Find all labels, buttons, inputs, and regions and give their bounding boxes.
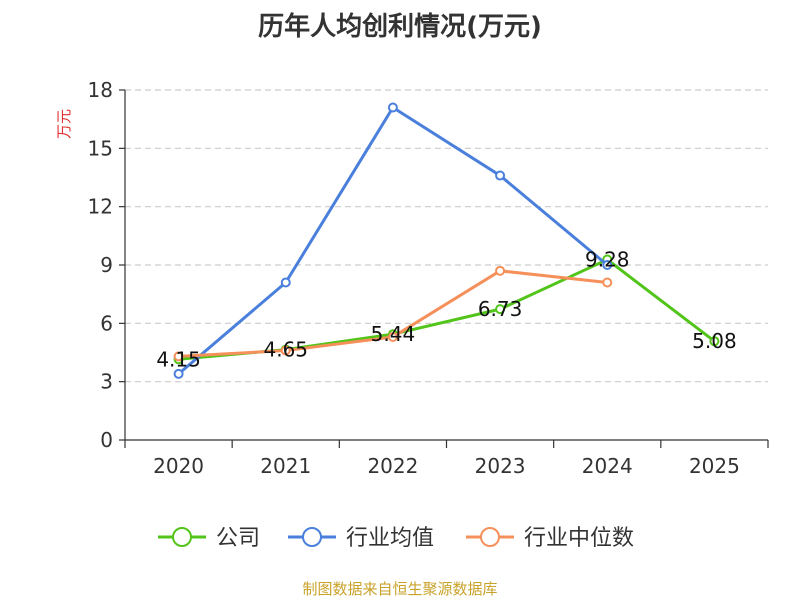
x-tick-label: 2020 — [153, 454, 204, 478]
y-tick-label: 12 — [88, 195, 113, 219]
legend-item[interactable]: 行业中位数 — [466, 526, 634, 551]
grid-lines — [125, 89, 768, 383]
series-line — [178, 258, 716, 361]
data-labels: 4.15 4.65 5.44 6.73 9.28 5.08 — [156, 248, 736, 372]
data-point[interactable] — [387, 331, 398, 342]
data-label: 6.73 — [478, 297, 523, 321]
x-tick-label: 2023 — [475, 454, 526, 478]
legend-item[interactable]: 公司 — [158, 526, 260, 551]
data-point[interactable] — [495, 265, 506, 276]
legend-label: 行业均值 — [346, 526, 434, 551]
legend[interactable]: 公司 行业均值 行业中位数 — [158, 526, 634, 551]
data-label: 4.65 — [263, 338, 308, 362]
axes: 0 3 6 9 12 15 18 2020 2021 2022 2023 2024 2025 — [88, 78, 769, 478]
data-point[interactable] — [495, 304, 506, 315]
data-point[interactable] — [280, 277, 291, 288]
data-point[interactable] — [602, 277, 613, 288]
x-tick-label: 2025 — [689, 454, 740, 478]
legend-marker — [302, 527, 322, 547]
series-lines — [173, 102, 720, 379]
y-tick-label: 3 — [100, 370, 113, 394]
y-tick-label: 0 — [100, 428, 113, 452]
data-label: 4.15 — [156, 347, 201, 371]
legend-marker — [172, 527, 192, 547]
x-tick-label: 2021 — [260, 454, 311, 478]
legend-label: 公司 — [216, 526, 260, 551]
y-tick-label: 15 — [88, 136, 113, 160]
data-point[interactable] — [602, 260, 613, 270]
data-point[interactable] — [709, 336, 720, 347]
data-point[interactable] — [173, 368, 184, 379]
data-label: 5.08 — [692, 329, 737, 353]
legend-label: 行业中位数 — [524, 526, 634, 551]
y-tick-label: 18 — [88, 78, 113, 102]
data-point[interactable] — [495, 170, 506, 181]
legend-item[interactable]: 行业均值 — [288, 526, 434, 551]
x-tick-label: 2024 — [582, 454, 633, 478]
series-2 — [173, 265, 613, 362]
data-point[interactable] — [280, 345, 291, 356]
source-note: 制图数据来自恒生聚源数据库 — [302, 580, 498, 598]
data-point[interactable] — [173, 351, 184, 362]
data-label: 5.44 — [371, 322, 416, 346]
y-tick-label: 9 — [100, 253, 113, 277]
legend-marker — [480, 527, 500, 547]
chart-title: 历年人均创利情况(万元) — [258, 12, 542, 42]
series-1 — [173, 102, 613, 379]
y-tick-label: 6 — [100, 311, 113, 335]
data-label: 9.28 — [585, 248, 630, 272]
y-axis-label: 万元 — [55, 109, 73, 139]
x-tick-label: 2022 — [367, 454, 418, 478]
data-point[interactable] — [387, 102, 398, 113]
